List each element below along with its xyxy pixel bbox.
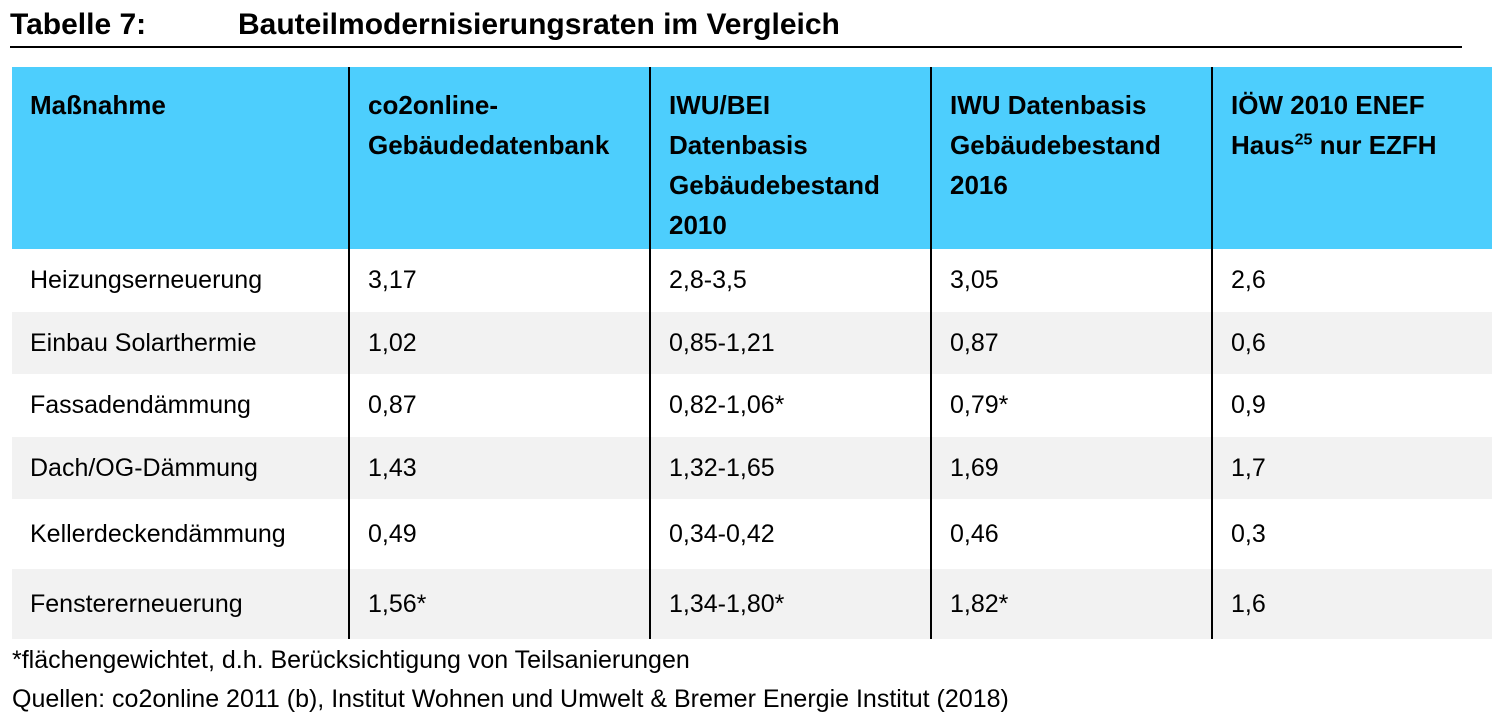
table-number: Tabelle 7:	[10, 8, 147, 41]
cell-co2online: 1,56*	[348, 569, 650, 639]
cell-co2online: 0,49	[348, 499, 650, 569]
cell-iwu-2016: 0,87	[930, 312, 1212, 374]
header-row: Maßnahme co2online- Gebäudedatenbank IWU…	[12, 67, 1492, 249]
table-row: Heizungserneuerung 3,17 2,8-3,5 3,05 2,6	[12, 249, 1492, 312]
table-row: Fenstererneuerung 1,56* 1,34-1,80* 1,82*…	[12, 569, 1492, 639]
cell-ioew-2010: 1,6	[1211, 569, 1492, 639]
header-line: co2online-	[368, 90, 499, 120]
cell-iwu-2016: 0,46	[930, 499, 1212, 569]
cell-massnahme: Fassadendämmung	[12, 374, 349, 437]
header-line: Maßnahme	[30, 90, 166, 120]
cell-iwu-bei-2010: 2,8-3,5	[649, 249, 931, 312]
table-row: Einbau Solarthermie 1,02 0,85-1,21 0,87 …	[12, 312, 1492, 374]
cell-ioew-2010: 0,9	[1211, 374, 1492, 437]
header-iwu-2016: IWU Datenbasis Gebäudebestand 2016	[930, 67, 1212, 249]
cell-massnahme: Fenstererneuerung	[12, 569, 349, 639]
cell-co2online: 1,43	[348, 437, 650, 499]
cell-iwu-bei-2010: 0,85-1,21	[649, 312, 931, 374]
cell-co2online: 0,87	[348, 374, 650, 437]
header-co2online: co2online- Gebäudedatenbank	[348, 67, 650, 249]
cell-iwu-2016: 1,82*	[930, 569, 1212, 639]
cell-ioew-2010: 2,6	[1211, 249, 1492, 312]
header-line: IÖW 2010 ENEF	[1231, 90, 1425, 120]
table-title: Bauteilmodernisierungsraten im Vergleich	[238, 8, 840, 41]
table-row: Kellerdeckendämmung 0,49 0,34-0,42 0,46 …	[12, 499, 1492, 569]
cell-iwu-bei-2010: 0,34-0,42	[649, 499, 931, 569]
footnote-asterisk: *flächengewichtet, d.h. Berücksichtigung…	[12, 646, 690, 674]
header-ioew-2010: IÖW 2010 ENEF Haus25 nur EZFH	[1211, 67, 1492, 249]
cell-massnahme: Heizungserneuerung	[12, 249, 349, 312]
cell-ioew-2010: 0,3	[1211, 499, 1492, 569]
cell-massnahme: Einbau Solarthermie	[12, 312, 349, 374]
table-row: Dach/OG-Dämmung 1,43 1,32-1,65 1,69 1,7	[12, 437, 1492, 499]
header-line: nur EZFH	[1312, 130, 1437, 160]
cell-massnahme: Dach/OG-Dämmung	[12, 437, 349, 499]
header-line: 2016	[950, 170, 1008, 200]
header-line: Gebäudedatenbank	[368, 130, 610, 160]
header-iwu-bei-2010: IWU/BEI Datenbasis Gebäudebestand 2010	[649, 67, 931, 249]
footnote-sources: Quellen: co2online 2011 (b), Institut Wo…	[12, 685, 1009, 713]
header-line: Haus	[1231, 130, 1295, 160]
header-line: IWU Datenbasis	[950, 90, 1147, 120]
cell-co2online: 1,02	[348, 312, 650, 374]
header-line: Gebäudebestand	[950, 130, 1161, 160]
header-line: IWU/BEI	[669, 90, 771, 120]
cell-ioew-2010: 1,7	[1211, 437, 1492, 499]
table-caption: Tabelle 7: Bauteilmodernisierungsraten i…	[10, 6, 1462, 48]
cell-massnahme: Kellerdeckendämmung	[12, 499, 349, 569]
header-line: Datenbasis	[669, 130, 808, 160]
cell-iwu-2016: 0,79*	[930, 374, 1212, 437]
cell-iwu-bei-2010: 0,82-1,06*	[649, 374, 931, 437]
cell-iwu-2016: 1,69	[930, 437, 1212, 499]
cell-iwu-2016: 3,05	[930, 249, 1212, 312]
table-row: Fassadendämmung 0,87 0,82-1,06* 0,79* 0,…	[12, 374, 1492, 437]
header-line: Gebäudebestand	[669, 170, 880, 200]
header-line: 2010	[669, 210, 727, 240]
cell-ioew-2010: 0,6	[1211, 312, 1492, 374]
cell-iwu-bei-2010: 1,32-1,65	[649, 437, 931, 499]
cell-iwu-bei-2010: 1,34-1,80*	[649, 569, 931, 639]
header-massnahme: Maßnahme	[12, 67, 349, 249]
footnote-ref: 25	[1294, 131, 1313, 149]
modernization-rates-table: Maßnahme co2online- Gebäudedatenbank IWU…	[12, 67, 1492, 639]
cell-co2online: 3,17	[348, 249, 650, 312]
